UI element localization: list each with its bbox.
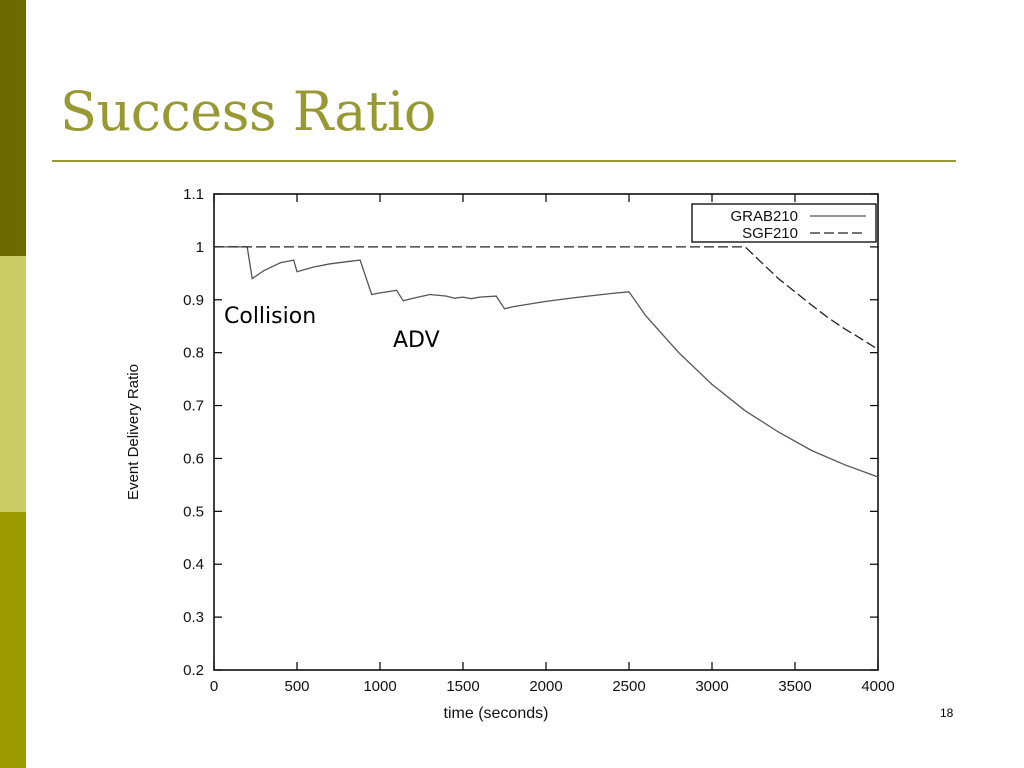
legend-box: [691, 203, 877, 243]
y-tick-label: 0.7: [183, 398, 204, 415]
series-line-grab210: [214, 246, 879, 478]
y-tick-label: 0.8: [183, 345, 204, 362]
line-chart: 0 500 1000 1500 2000 2500 3000 3500 4000 0.2 0.3 0.…: [125, 186, 895, 722]
x-tick-label: 3500: [778, 678, 811, 695]
x-tick-label: 4000: [861, 678, 894, 695]
x-tick-label: 1000: [363, 678, 396, 695]
y-tick-label: 0.9: [183, 292, 204, 309]
y-tick-label: 1: [196, 239, 204, 256]
side-bar-middle: [0, 256, 26, 512]
y-tick-label: 0.3: [183, 609, 204, 626]
y-tick-label: 0.2: [183, 662, 204, 679]
y-tick-label: 1.1: [183, 186, 204, 203]
side-bar-top: [0, 0, 26, 256]
x-tick-label: 2000: [529, 678, 562, 695]
slide-title: Success Ratio: [60, 80, 436, 143]
x-tick-label: 0: [210, 678, 218, 695]
y-tick-label: 0.6: [183, 450, 204, 467]
annotation-collision: Collision: [224, 304, 316, 329]
side-bar-bottom: [0, 512, 26, 768]
y-tick-label: 0.4: [183, 556, 204, 573]
x-tick-label: 2500: [612, 678, 645, 695]
legend-label: GRAB210: [730, 208, 798, 225]
x-tick-label: 3000: [695, 678, 728, 695]
title-divider: [52, 160, 956, 162]
series-line-sgf210: [214, 246, 879, 351]
legend-label: SGF210: [742, 225, 798, 242]
y-axis-title: Event Delivery Ratio: [125, 364, 142, 500]
y-tick-label: 0.5: [183, 503, 204, 520]
annotation-adv: ADV: [393, 328, 440, 353]
x-tick-label: 500: [284, 678, 309, 695]
x-axis-title: time (seconds): [444, 705, 549, 722]
page-number: 18: [940, 706, 954, 720]
x-tick-label: 1500: [446, 678, 479, 695]
